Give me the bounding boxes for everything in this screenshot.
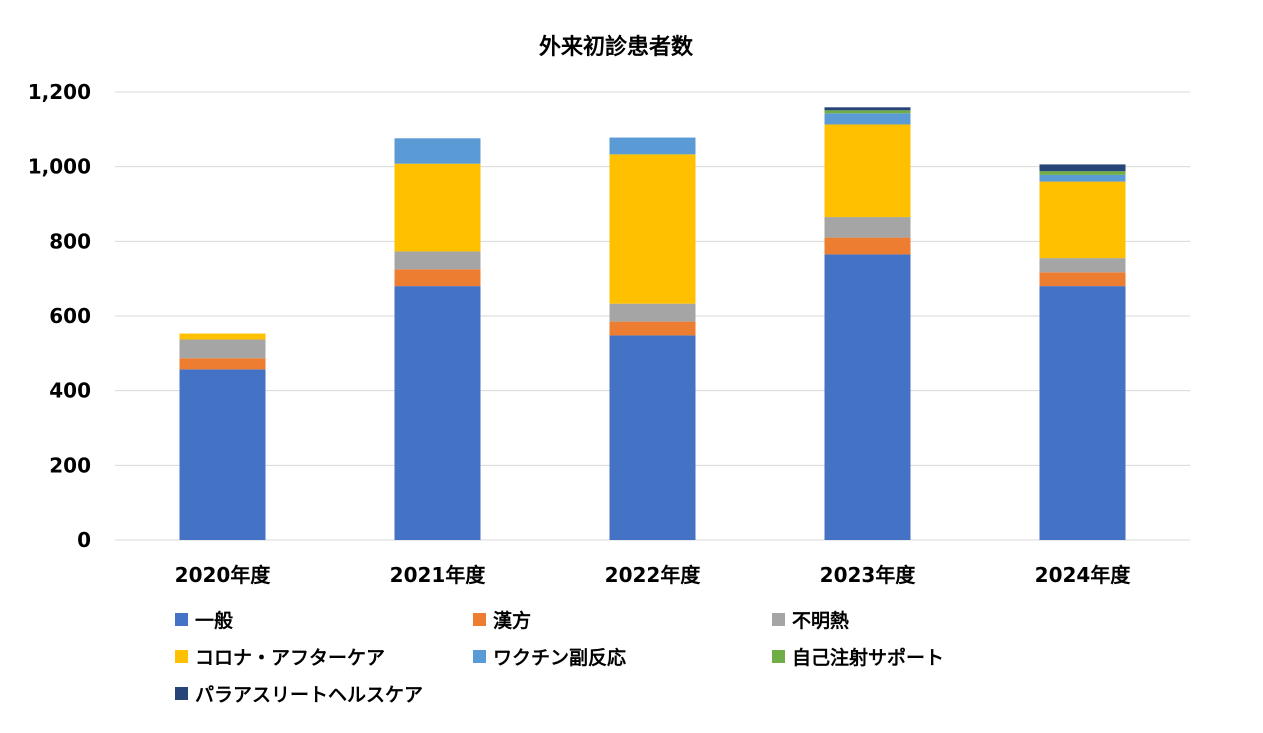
x-axis-ticks: 2020年度 2021年度 2022年度 2023年度 2024年度 bbox=[175, 563, 1132, 587]
bar-segment bbox=[824, 113, 911, 125]
bar-segment bbox=[1039, 174, 1126, 182]
bar-segment bbox=[1039, 272, 1126, 287]
legend-swatch bbox=[473, 613, 486, 626]
legend-swatch bbox=[175, 687, 188, 700]
bar-segment bbox=[1039, 286, 1126, 540]
bar-segment bbox=[609, 303, 696, 322]
bar-segment bbox=[179, 333, 266, 340]
bar-segment bbox=[179, 358, 266, 370]
bars bbox=[179, 107, 1126, 540]
bar-segment bbox=[394, 251, 481, 270]
y-tick-label: 1,000 bbox=[28, 155, 91, 179]
bar-segment bbox=[394, 138, 481, 164]
legend-swatch bbox=[175, 613, 188, 626]
legend-label: コロナ・アフターケア bbox=[195, 647, 385, 669]
bar-segment bbox=[609, 137, 696, 155]
bar-segment bbox=[179, 339, 266, 359]
bar-segment bbox=[1039, 181, 1126, 259]
legend-label: 自己注射サポート bbox=[792, 646, 944, 669]
legend-label: ワクチン副反応 bbox=[493, 646, 626, 669]
bar-segment bbox=[824, 124, 911, 218]
legend-swatch bbox=[175, 650, 188, 663]
bar-segment bbox=[609, 321, 696, 336]
legend-label: 不明熱 bbox=[792, 609, 849, 632]
y-tick-label: 600 bbox=[49, 304, 91, 328]
legend-label: 一般 bbox=[195, 609, 233, 632]
y-tick-label: 800 bbox=[49, 229, 91, 253]
x-tick-label: 2021年度 bbox=[390, 563, 487, 587]
bar-segment bbox=[1039, 258, 1126, 273]
y-tick-label: 0 bbox=[77, 528, 91, 552]
bar-segment bbox=[179, 369, 266, 540]
y-axis-ticks: 0 200 400 600 800 1,000 1,200 bbox=[28, 80, 91, 552]
bar-segment bbox=[1039, 171, 1126, 175]
x-tick-label: 2024年度 bbox=[1035, 563, 1132, 587]
x-tick-label: 2020年度 bbox=[175, 563, 272, 587]
y-tick-label: 200 bbox=[49, 453, 91, 477]
legend-swatch bbox=[772, 613, 785, 626]
bar-segment bbox=[824, 237, 911, 255]
bar-segment bbox=[824, 107, 911, 111]
y-tick-label: 1,200 bbox=[28, 80, 91, 104]
bar-segment bbox=[609, 154, 696, 304]
legend-swatch bbox=[473, 650, 486, 663]
chart-title: 外来初診患者数 bbox=[539, 34, 694, 60]
bar-segment bbox=[824, 217, 911, 238]
legend-label: パラアスリートヘルスケア bbox=[195, 684, 423, 706]
x-tick-label: 2022年度 bbox=[605, 563, 702, 587]
bar-segment bbox=[824, 254, 911, 540]
bar-segment bbox=[394, 163, 481, 252]
bar-segment bbox=[394, 286, 481, 540]
y-tick-label: 400 bbox=[49, 379, 91, 403]
bar-segment bbox=[1039, 164, 1126, 172]
bar-segment bbox=[824, 110, 911, 114]
x-tick-label: 2023年度 bbox=[820, 563, 917, 587]
legend-swatch bbox=[772, 650, 785, 663]
bar-segment bbox=[394, 269, 481, 287]
bar-segment bbox=[609, 335, 696, 540]
legend-label: 漢方 bbox=[493, 609, 531, 632]
